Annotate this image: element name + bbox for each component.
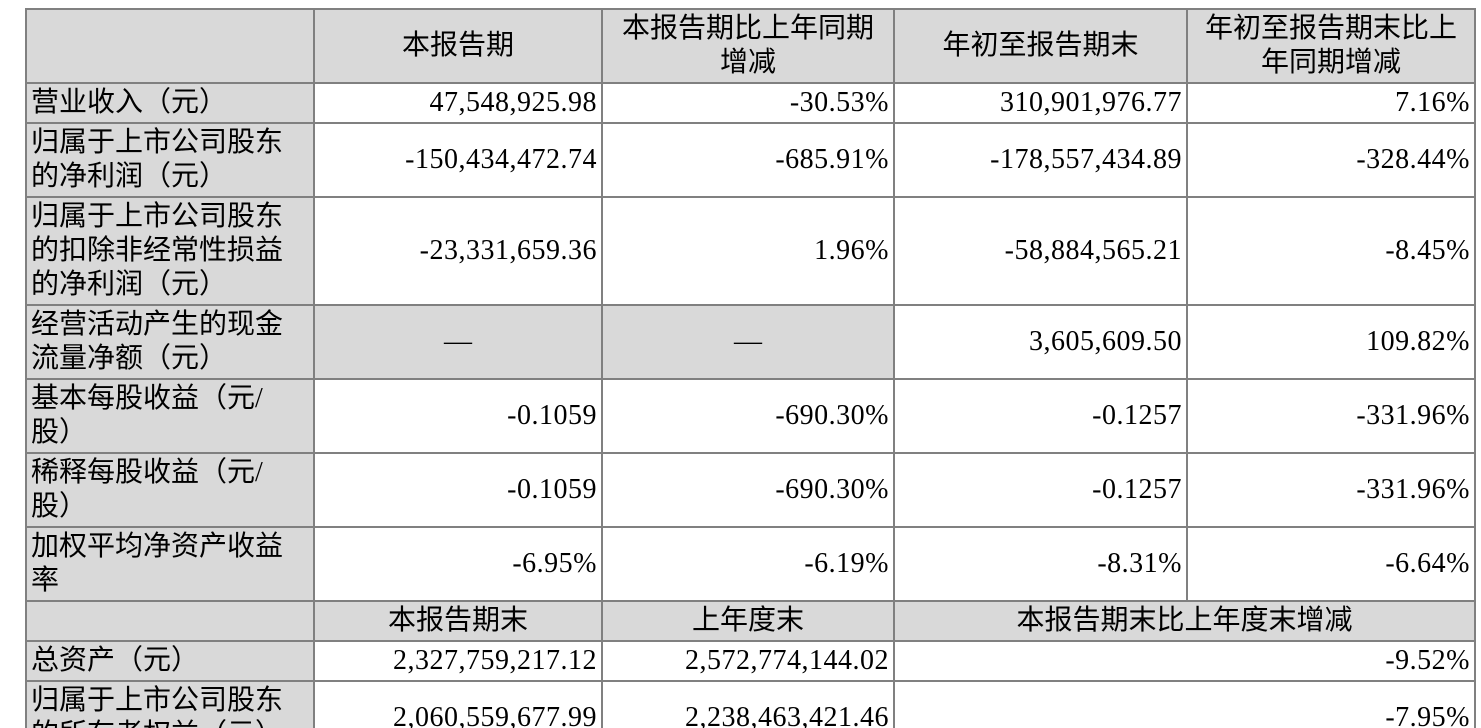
- col-header-ytd-yoy-change: 年初至报告期末比上 年同期增减: [1186, 8, 1476, 84]
- value-period-end-change: -7.95%: [893, 680, 1476, 728]
- value-yoy-change: -690.30%: [601, 452, 895, 528]
- col-header-blank-2: [25, 600, 315, 642]
- value-yoy-change: 1.96%: [601, 196, 895, 306]
- row-label: 稀释每股收益（元/ 股）: [25, 452, 315, 528]
- table-row-weighted-avg-roe: 加权平均净资产收益 率 -6.95% -6.19% -8.31% -6.64%: [25, 526, 1476, 602]
- table-row-net-profit-excl-nonrecurring: 归属于上市公司股东 的扣除非经常性损益 的净利润（元） -23,331,659.…: [25, 196, 1476, 306]
- value-ytd: 310,901,976.77: [893, 82, 1188, 124]
- row-label: 归属于上市公司股东 的所有者权益（元）: [25, 680, 315, 728]
- row-label: 营业收入（元）: [25, 82, 315, 124]
- row-label: 总资产（元）: [25, 640, 315, 682]
- col-header-current-period: 本报告期: [313, 8, 603, 84]
- value-current-period: -0.1059: [313, 452, 603, 528]
- financial-summary-table: 本报告期 本报告期比上年同期 增减 年初至报告期末 年初至报告期末比上 年同期增…: [25, 8, 1476, 728]
- value-current-period: -150,434,472.74: [313, 122, 603, 198]
- table-row-diluted-eps: 稀释每股收益（元/ 股） -0.1059 -690.30% -0.1257 -3…: [25, 452, 1476, 528]
- table-row-operating-cash-flow: 经营活动产生的现金 流量净额（元） — — 3,605,609.50 109.8…: [25, 304, 1476, 380]
- value-end-of-period: 2,060,559,677.99: [313, 680, 603, 728]
- col-header-end-of-prior-year: 上年度末: [601, 600, 895, 642]
- table-row-net-profit: 归属于上市公司股东 的净利润（元） -150,434,472.74 -685.9…: [25, 122, 1476, 198]
- value-yoy-change-dash: —: [601, 304, 895, 380]
- value-ytd-yoy-change: 109.82%: [1186, 304, 1476, 380]
- value-ytd: -178,557,434.89: [893, 122, 1188, 198]
- value-yoy-change: -30.53%: [601, 82, 895, 124]
- value-yoy-change: -685.91%: [601, 122, 895, 198]
- value-end-of-prior-year: 2,238,463,421.46: [601, 680, 895, 728]
- value-current-period: -23,331,659.36: [313, 196, 603, 306]
- row-label: 经营活动产生的现金 流量净额（元）: [25, 304, 315, 380]
- value-ytd: 3,605,609.50: [893, 304, 1188, 380]
- value-ytd-yoy-change: -331.96%: [1186, 378, 1476, 454]
- row-label: 基本每股收益（元/ 股）: [25, 378, 315, 454]
- value-ytd: -8.31%: [893, 526, 1188, 602]
- col-header-blank: [25, 8, 315, 84]
- value-current-period-dash: —: [313, 304, 603, 380]
- col-header-ytd: 年初至报告期末: [893, 8, 1188, 84]
- value-ytd: -58,884,565.21: [893, 196, 1188, 306]
- row-label: 归属于上市公司股东 的扣除非经常性损益 的净利润（元）: [25, 196, 315, 306]
- table-row-total-assets: 总资产（元） 2,327,759,217.12 2,572,774,144.02…: [25, 640, 1476, 682]
- value-yoy-change: -6.19%: [601, 526, 895, 602]
- value-end-of-prior-year: 2,572,774,144.02: [601, 640, 895, 682]
- col-header-end-of-period: 本报告期末: [313, 600, 603, 642]
- value-yoy-change: -690.30%: [601, 378, 895, 454]
- value-ytd: -0.1257: [893, 452, 1188, 528]
- value-current-period: 47,548,925.98: [313, 82, 603, 124]
- row-label: 归属于上市公司股东 的净利润（元）: [25, 122, 315, 198]
- value-ytd-yoy-change: 7.16%: [1186, 82, 1476, 124]
- value-ytd: -0.1257: [893, 378, 1188, 454]
- value-ytd-yoy-change: -331.96%: [1186, 452, 1476, 528]
- col-header-period-end-change: 本报告期末比上年度末增减: [893, 600, 1476, 642]
- table-row-basic-eps: 基本每股收益（元/ 股） -0.1059 -690.30% -0.1257 -3…: [25, 378, 1476, 454]
- value-end-of-period: 2,327,759,217.12: [313, 640, 603, 682]
- table-row-operating-revenue: 营业收入（元） 47,548,925.98 -30.53% 310,901,97…: [25, 82, 1476, 124]
- value-ytd-yoy-change: -8.45%: [1186, 196, 1476, 306]
- value-current-period: -0.1059: [313, 378, 603, 454]
- col-header-yoy-change: 本报告期比上年同期 增减: [601, 8, 895, 84]
- header-row-primary: 本报告期 本报告期比上年同期 增减 年初至报告期末 年初至报告期末比上 年同期增…: [25, 8, 1476, 84]
- value-current-period: -6.95%: [313, 526, 603, 602]
- value-period-end-change: -9.52%: [893, 640, 1476, 682]
- value-ytd-yoy-change: -6.64%: [1186, 526, 1476, 602]
- header-row-secondary: 本报告期末 上年度末 本报告期末比上年度末增减: [25, 600, 1476, 642]
- value-ytd-yoy-change: -328.44%: [1186, 122, 1476, 198]
- row-label: 加权平均净资产收益 率: [25, 526, 315, 602]
- table-row-owners-equity: 归属于上市公司股东 的所有者权益（元） 2,060,559,677.99 2,2…: [25, 680, 1476, 728]
